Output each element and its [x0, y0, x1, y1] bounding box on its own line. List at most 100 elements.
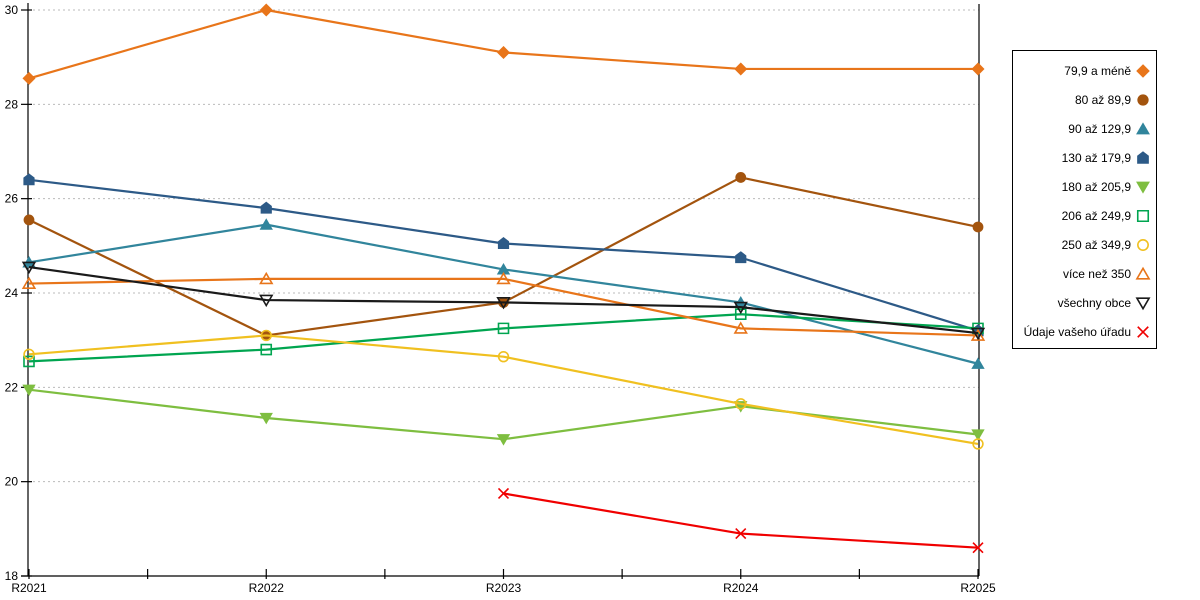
- x-icon: [1135, 324, 1151, 340]
- circle-marker-icon: [23, 348, 35, 361]
- triangle-up-marker-icon: [733, 321, 748, 334]
- circle-marker-icon: [735, 172, 747, 183]
- y-tick-label: 20: [5, 475, 19, 489]
- diamond-marker-icon: [259, 3, 273, 17]
- series-7: [21, 271, 986, 341]
- triangle-up-marker-icon: [496, 271, 511, 285]
- diamond-marker-icon: [734, 62, 748, 76]
- circle-marker-icon: [260, 329, 272, 342]
- triangle-up-marker-icon: [971, 357, 985, 369]
- circle-marker-icon: [735, 398, 747, 410]
- legend-item: 80 až 89,9: [1013, 85, 1156, 114]
- pentagon-marker-icon: [23, 173, 35, 186]
- triangle-down-marker-icon: [733, 301, 748, 315]
- x-tick-label: R2025: [960, 581, 996, 595]
- y-tick-label: 24: [5, 286, 19, 300]
- legend-label: 206 až 249,9: [1061, 208, 1131, 223]
- y-tick-label: 26: [5, 192, 19, 206]
- diamond-icon: [1135, 63, 1151, 79]
- pentagon-marker-icon: [735, 251, 747, 264]
- series-9: [497, 487, 984, 554]
- triangle-down-icon: [1135, 179, 1151, 195]
- triangle-down-marker-icon: [21, 261, 37, 275]
- series-line: [503, 492, 979, 549]
- legend-label: 250 až 349,9: [1061, 237, 1131, 252]
- x-tick-label: R2023: [486, 581, 522, 595]
- square-marker-icon: [260, 343, 273, 356]
- triangle-down-marker-icon: [496, 297, 511, 310]
- series-1: [23, 172, 984, 341]
- legend-item: 90 až 129,9: [1013, 114, 1156, 143]
- triangle-up-marker-icon: [1136, 121, 1150, 134]
- legend-item: 250 až 349,9: [1013, 230, 1156, 259]
- triangle-up-marker-icon: [21, 276, 37, 289]
- circle-marker-icon: [972, 438, 984, 450]
- diamond-marker-icon: [496, 45, 511, 59]
- triangle-down-marker-icon: [22, 384, 36, 397]
- x-marker-icon: [972, 542, 984, 554]
- circle-marker-icon: [972, 221, 984, 233]
- circle-marker-icon: [1137, 238, 1149, 251]
- y-gridlines: [28, 9, 979, 483]
- triangle-down-marker-icon: [496, 434, 511, 446]
- series-0: [22, 3, 985, 85]
- legend-label: všechny obce: [1057, 295, 1131, 310]
- y-tick-label: 22: [5, 380, 19, 394]
- legend-item: 130 až 179,9: [1013, 143, 1156, 172]
- legend-label: 180 až 205,9: [1061, 179, 1131, 194]
- triangle-down-marker-icon: [259, 294, 274, 308]
- axes: [21, 3, 980, 579]
- y-tick-label: 28: [5, 97, 19, 111]
- triangle-up-icon: [1135, 266, 1151, 282]
- legend-label: 130 až 179,9: [1061, 150, 1131, 165]
- pentagon-marker-icon: [260, 201, 272, 214]
- square-marker-icon: [23, 355, 35, 368]
- legend-item: 180 až 205,9: [1013, 172, 1156, 201]
- series-line: [28, 176, 979, 337]
- legend-label: více než 350: [1062, 266, 1131, 281]
- triangle-down-marker-icon: [259, 412, 273, 425]
- legend-item: Údaje vašeho úřadu: [1013, 317, 1156, 346]
- series-line: [28, 265, 979, 335]
- triangle-up-icon: [1135, 121, 1151, 137]
- x-tick-label: R2024: [723, 581, 759, 595]
- triangle-down-marker-icon: [970, 327, 986, 341]
- y-tick-label: 30: [5, 3, 19, 17]
- x-marker-icon: [735, 527, 747, 540]
- legend: 79,9 a méně 80 až 89,9 90 až 129,9 130 až 1…: [1012, 50, 1157, 349]
- triangle-up-marker-icon: [259, 218, 273, 230]
- circle-icon: [1135, 92, 1151, 108]
- circle-marker-icon: [23, 214, 35, 226]
- x-marker-icon: [497, 487, 510, 500]
- pentagon-marker-icon: [1137, 150, 1149, 164]
- series-line: [28, 8, 978, 80]
- square-marker-icon: [497, 322, 510, 335]
- triangle-down-icon: [1135, 295, 1151, 311]
- axis-labels: 18 20 22 24 26 28 30 R2021 R2022 R2023 R2024 R2025: [5, 3, 996, 595]
- square-marker-icon: [1136, 209, 1150, 222]
- diamond-marker-icon: [971, 62, 985, 76]
- series-8: [21, 261, 986, 341]
- series-line: [28, 334, 979, 446]
- legend-label: 90 až 129,9: [1068, 121, 1131, 136]
- square-icon: [1135, 208, 1151, 224]
- x-tick-label: R2022: [249, 581, 285, 595]
- series-6: [23, 329, 984, 450]
- pentagon-marker-icon: [497, 237, 510, 249]
- triangle-down-marker-icon: [1135, 296, 1151, 310]
- series-line: [28, 277, 979, 337]
- diamond-marker-icon: [22, 71, 36, 85]
- circle-marker-icon: [1137, 93, 1149, 106]
- legend-label: 79,9 a méně: [1064, 63, 1131, 78]
- triangle-down-marker-icon: [1136, 181, 1150, 194]
- triangle-up-marker-icon: [259, 271, 274, 285]
- series-4: [22, 384, 985, 446]
- legend-item: všechny obce: [1013, 288, 1156, 317]
- series-line: [28, 313, 979, 363]
- x-marker-icon: [1137, 325, 1149, 338]
- legend-label: Údaje vašeho úřadu: [1023, 324, 1131, 339]
- legend-label: 80 až 89,9: [1074, 92, 1131, 107]
- pentagon-icon: [1135, 150, 1151, 166]
- circle-marker-icon: [497, 350, 510, 363]
